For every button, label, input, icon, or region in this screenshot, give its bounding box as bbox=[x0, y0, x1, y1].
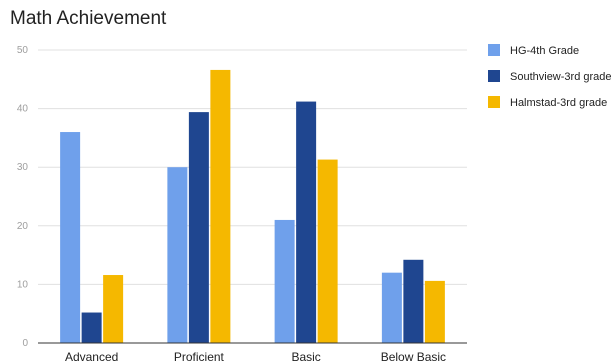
legend-label: Halmstad-3rd grade bbox=[510, 97, 607, 109]
bar-proficient-series-3 bbox=[210, 69, 231, 343]
x-tick-label: Below Basic bbox=[381, 350, 446, 364]
x-tick-label: Basic bbox=[291, 350, 320, 364]
bar-advanced-series-3 bbox=[103, 275, 124, 343]
bar-basic-series-1 bbox=[274, 219, 295, 343]
legend-swatch bbox=[488, 44, 500, 56]
x-axis-labels: Advanced Proficient Basic Below Basic bbox=[65, 350, 446, 364]
bars bbox=[60, 69, 445, 344]
y-tick-label: 30 bbox=[17, 162, 29, 173]
y-axis-ticks: 0 10 20 30 40 50 bbox=[17, 45, 29, 349]
legend-label: HG-4th Grade bbox=[510, 45, 579, 57]
legend-swatch bbox=[488, 96, 500, 108]
y-tick-label: 0 bbox=[22, 338, 28, 349]
y-tick-label: 40 bbox=[17, 104, 29, 115]
x-tick-label: Proficient bbox=[174, 350, 225, 364]
bar-proficient-series-2 bbox=[188, 112, 209, 343]
chart-title: Math Achievement bbox=[10, 8, 167, 29]
bar-below-basic-series-2 bbox=[403, 259, 424, 343]
legend-swatch bbox=[488, 70, 500, 82]
bar-below-basic-series-1 bbox=[381, 272, 402, 343]
bar-advanced-series-2 bbox=[81, 312, 102, 343]
gridlines bbox=[38, 49, 467, 285]
legend-label: Southview-3rd grade bbox=[510, 71, 612, 83]
bar-basic-series-3 bbox=[317, 159, 338, 343]
y-tick-label: 10 bbox=[17, 279, 29, 290]
bar-proficient-series-1 bbox=[167, 167, 188, 343]
bar-advanced-series-1 bbox=[60, 132, 81, 343]
y-tick-label: 20 bbox=[17, 221, 29, 232]
x-tick-label: Advanced bbox=[65, 350, 118, 364]
y-tick-label: 50 bbox=[17, 45, 29, 56]
bar-basic-series-2 bbox=[296, 101, 317, 344]
legend: HG-4th Grade Southview-3rd grade Halmstad-… bbox=[488, 44, 612, 109]
bar-below-basic-series-3 bbox=[424, 280, 445, 343]
